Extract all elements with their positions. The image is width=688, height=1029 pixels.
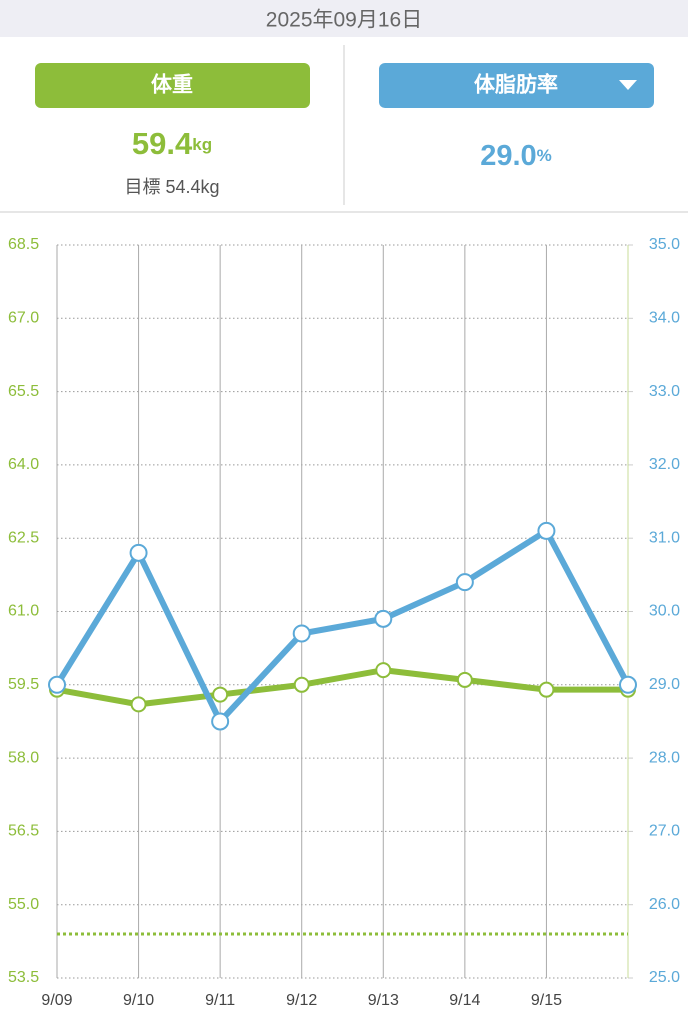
- y2-tick-label: 30.0: [649, 603, 680, 620]
- point: [129, 543, 148, 562]
- x-tick-label: 9/10: [123, 992, 154, 1009]
- fat-number: 29.0: [480, 140, 536, 172]
- x-tick-label: 9/15: [531, 992, 562, 1009]
- x-tick-label: 9/11: [205, 992, 235, 1009]
- weight-button[interactable]: [35, 63, 310, 108]
- date: 2025年09月16日: [266, 9, 422, 32]
- fat-button-label[interactable]: 体脂肪率: [474, 73, 558, 97]
- series-line: [56, 667, 628, 708]
- y2-tick-label: 27.0: [649, 823, 680, 840]
- point: [130, 696, 147, 713]
- y-tick-label: 61.0: [8, 603, 39, 620]
- weight-value: 59.4kg: [132, 126, 212, 161]
- x-tick-label: 9/14: [449, 992, 480, 1009]
- series-line: [54, 527, 631, 725]
- y2-tick-label: 26.0: [649, 896, 680, 913]
- y2-tick-label: 28.0: [649, 749, 680, 766]
- point: [211, 712, 230, 731]
- weight-unit: kg: [192, 135, 212, 154]
- point: [374, 609, 393, 628]
- point: [48, 675, 66, 694]
- fat-value: 29.0%: [480, 140, 552, 172]
- y-tick-label: 58.0: [8, 749, 39, 766]
- y-tick-label: 67.0: [8, 310, 39, 327]
- point: [375, 662, 392, 679]
- date-bar: [0, 0, 688, 37]
- fat-button[interactable]: [379, 63, 654, 108]
- dropdown-arrow[interactable]: [619, 80, 637, 90]
- point: [619, 675, 637, 694]
- y2-tick-label: 35.0: [649, 236, 680, 253]
- weight-number: 59.4: [132, 126, 193, 161]
- y2-tick-label: 29.0: [649, 676, 680, 693]
- weight-button-label[interactable]: 体重: [151, 74, 193, 97]
- y2-tick-label: 31.0: [649, 529, 680, 546]
- y2-tick-label: 32.0: [649, 456, 680, 473]
- point: [212, 686, 229, 703]
- point: [292, 624, 311, 643]
- y-tick-label: 68.5: [8, 236, 39, 253]
- x-tick-label: 9/13: [368, 992, 399, 1009]
- x-tick-label: 9/12: [286, 992, 317, 1009]
- y-tick-label: 59.5: [8, 676, 39, 693]
- y-tick-label: 65.5: [8, 383, 39, 400]
- point: [538, 681, 555, 698]
- point: [456, 671, 473, 688]
- point: [293, 676, 310, 693]
- y-tick-label: 62.5: [8, 529, 39, 546]
- y-tick-label: 56.5: [8, 823, 39, 840]
- point: [537, 521, 556, 540]
- point: [455, 573, 474, 592]
- y2-tick-label: 33.0: [649, 383, 680, 400]
- chart: 53.5 55.0 56.5 58.0 59.5 61.0 62.5 64.0 65.5 67.0…: [8, 236, 680, 1009]
- y2-tick-label: 25.0: [649, 969, 680, 986]
- y2-tick-label: 34.0: [649, 310, 680, 327]
- x-tick-label: 9/09: [41, 992, 72, 1009]
- y-tick-label: 64.0: [8, 456, 39, 473]
- fat-unit: %: [537, 146, 552, 165]
- y-tick-label: 53.5: [8, 969, 39, 986]
- y-tick-label: 55.0: [8, 896, 39, 913]
- weight-target: 目標 54.4kg: [124, 177, 219, 197]
